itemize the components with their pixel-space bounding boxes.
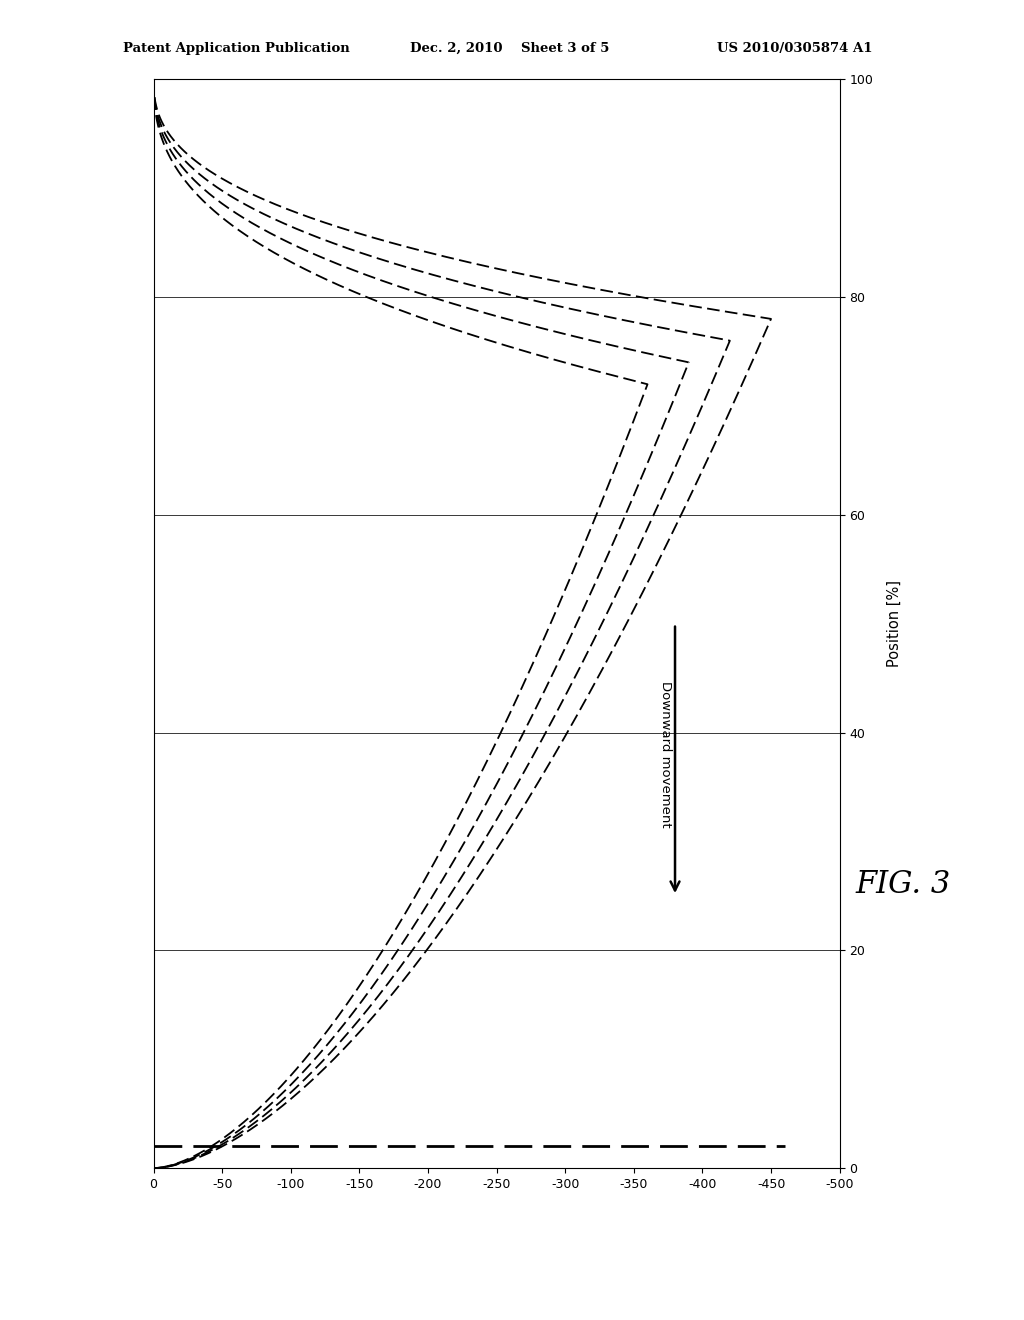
Text: Downward movement: Downward movement [658,681,672,828]
Text: FIG. 3: FIG. 3 [855,869,951,900]
Text: US 2010/0305874 A1: US 2010/0305874 A1 [717,42,872,55]
Text: Patent Application Publication: Patent Application Publication [123,42,349,55]
Y-axis label: Position [%]: Position [%] [887,581,902,667]
Text: Dec. 2, 2010    Sheet 3 of 5: Dec. 2, 2010 Sheet 3 of 5 [410,42,609,55]
